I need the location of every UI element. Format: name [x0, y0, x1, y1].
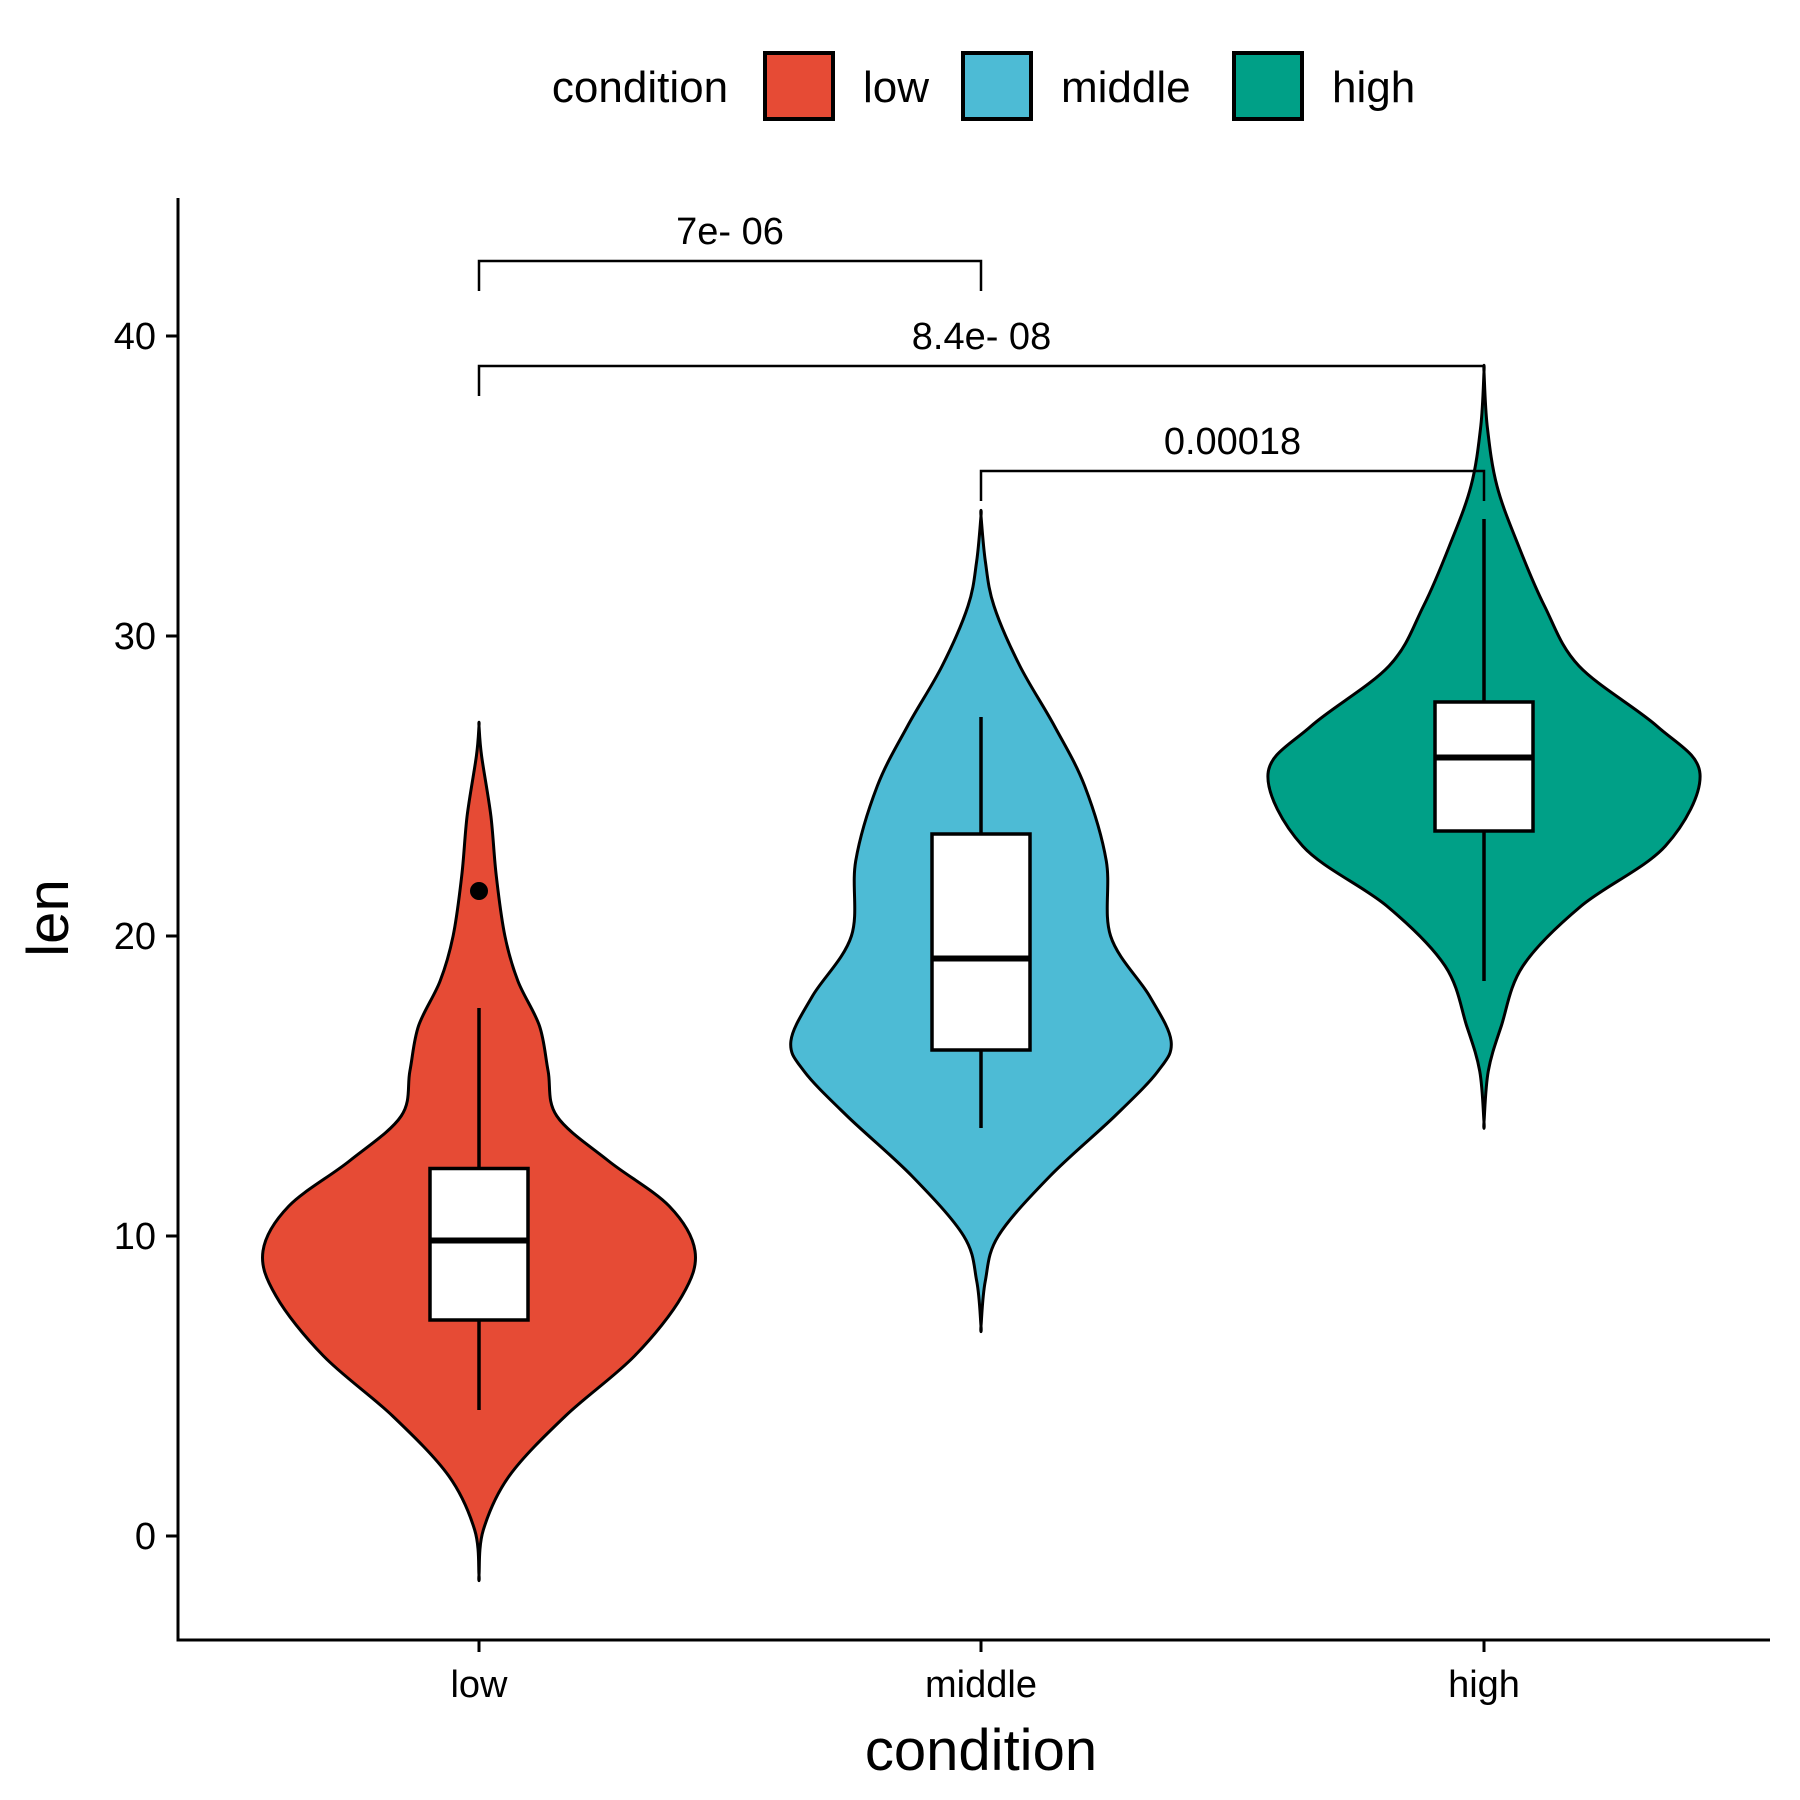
y-axis-title: len: [16, 879, 81, 956]
x-ticks: low middle high: [450, 1640, 1520, 1706]
y-ticks: 0 10 20 30 40: [114, 316, 178, 1558]
p-value-low-high: 8.4e- 08: [912, 316, 1051, 358]
boxplot-layer: [428, 519, 1535, 1410]
y-tick-label-20: 20: [114, 916, 156, 958]
p-value-middle-high: 0.00018: [1164, 421, 1301, 463]
outlier-low-0: [470, 882, 488, 900]
legend-swatch-low: [763, 51, 835, 121]
legend-label-low: low: [863, 63, 929, 112]
legend-label-middle: middle: [1061, 63, 1191, 112]
x-tick-label-low: low: [450, 1664, 508, 1706]
box-middle: [930, 832, 1032, 1052]
y-tick-label-0: 0: [135, 1516, 156, 1558]
legend-swatch-middle: [961, 51, 1033, 121]
legend: condition low middle high: [552, 51, 1415, 121]
box-high: [1433, 700, 1535, 833]
y-tick-label-40: 40: [114, 316, 156, 358]
legend-label-high: high: [1332, 63, 1415, 112]
y-tick-label-30: 30: [114, 616, 156, 658]
x-axis-title: condition: [865, 1718, 1097, 1783]
axes: 0 10 20 30 40 low middle high: [114, 198, 1770, 1706]
x-tick-label-middle: middle: [925, 1664, 1037, 1706]
p-value-low-middle: 7e- 06: [676, 211, 784, 253]
box-low: [428, 1166, 530, 1322]
significance-layer: 7e- 06 8.4e- 08 0.00018: [477, 211, 1486, 501]
y-tick-label-10: 10: [114, 1216, 156, 1258]
bracket-low-high: [477, 364, 1486, 396]
legend-swatch-high: [1232, 51, 1304, 121]
x-tick-label-high: high: [1448, 1664, 1520, 1706]
bracket-middle-high: [979, 469, 1486, 501]
legend-title: condition: [552, 63, 728, 112]
bracket-low-middle: [477, 259, 983, 291]
